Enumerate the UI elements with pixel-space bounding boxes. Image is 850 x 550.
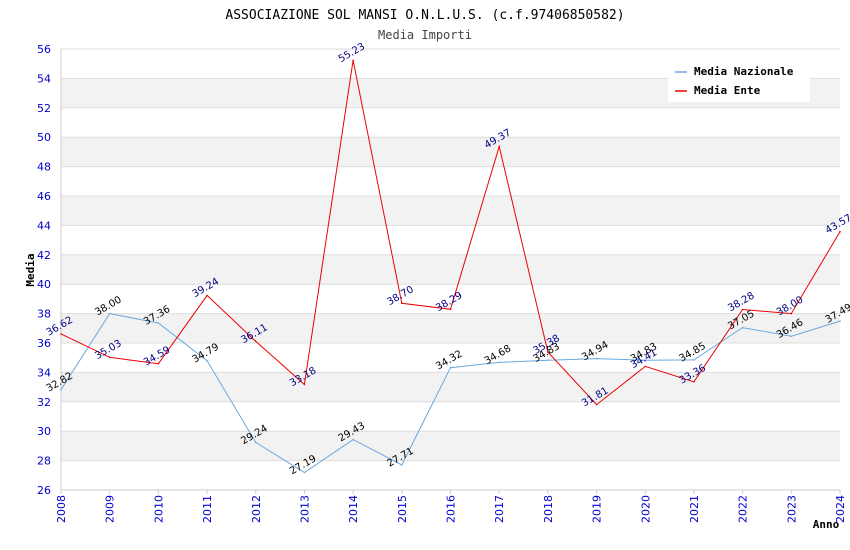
x-tick-label: 2024 xyxy=(834,495,847,523)
data-point xyxy=(693,359,695,361)
grid-lines xyxy=(61,48,840,491)
x-tick-label: 2014 xyxy=(347,495,360,523)
data-point xyxy=(401,302,403,305)
y-axis-ticks: 26 28 30 32 34 36 38 40 42 44 46 48 50 52 54 56 xyxy=(37,43,51,497)
x-tick-label: 2017 xyxy=(493,495,506,523)
x-tick-label: 2013 xyxy=(298,495,311,523)
data-point xyxy=(108,356,111,359)
y-tick-label: 52 xyxy=(37,102,51,115)
x-tick-label: 2020 xyxy=(639,495,652,523)
y-tick-label: 28 xyxy=(37,455,51,468)
y-tick-label: 32 xyxy=(37,396,51,409)
data-point xyxy=(741,308,744,311)
data-point xyxy=(839,230,841,233)
data-point xyxy=(352,59,354,62)
data-point xyxy=(547,351,549,353)
y-tick-label: 46 xyxy=(37,190,51,203)
x-tick-label: 2018 xyxy=(542,495,555,523)
data-point xyxy=(595,403,598,406)
data-point xyxy=(790,312,793,315)
legend-label-media-nazionale: Media Nazionale xyxy=(694,65,794,78)
x-tick-label: 2015 xyxy=(396,495,409,523)
x-tick-label: 2016 xyxy=(445,495,458,523)
grid-band xyxy=(61,166,840,196)
legend: Media Nazionale Media Ente xyxy=(668,60,810,102)
x-tick-label: 2010 xyxy=(152,495,165,523)
x-tick-label: 2021 xyxy=(688,495,701,523)
data-point xyxy=(157,362,160,365)
data-point xyxy=(644,359,647,361)
data-point xyxy=(547,359,549,361)
grid-band xyxy=(61,196,840,226)
grid-band xyxy=(61,431,840,461)
data-point xyxy=(790,335,793,338)
grid-band xyxy=(61,137,840,167)
y-tick-label: 48 xyxy=(37,161,51,174)
data-point xyxy=(449,366,452,369)
data-point xyxy=(644,365,647,368)
x-tick-label: 2022 xyxy=(737,495,750,523)
x-tick-label: 2019 xyxy=(591,495,604,523)
data-point xyxy=(303,383,306,386)
y-tick-label: 44 xyxy=(37,219,51,232)
data-point xyxy=(401,464,403,466)
chart-subtitle: Media Importi xyxy=(378,28,472,42)
x-tick-label: 2011 xyxy=(201,495,214,523)
data-point xyxy=(498,145,500,148)
y-axis-label: Media xyxy=(24,253,37,286)
data-point xyxy=(595,357,598,360)
data-point xyxy=(254,441,257,444)
data-point xyxy=(254,340,257,343)
legend-label-media-ente: Media Ente xyxy=(694,84,761,97)
grid-band xyxy=(61,254,840,285)
data-point xyxy=(449,308,452,311)
x-tick-label: 2012 xyxy=(250,495,263,523)
data-point xyxy=(157,322,160,324)
x-axis-ticks: 2008 2009 2010 2011 2012 2013 2014 2015 2016 2017… xyxy=(55,490,847,523)
series-lines xyxy=(60,59,841,474)
y-tick-label: 54 xyxy=(37,72,51,85)
grid-band xyxy=(61,460,840,490)
data-point xyxy=(206,294,208,297)
y-tick-label: 56 xyxy=(37,43,51,56)
data-point xyxy=(60,333,62,335)
legend-box xyxy=(668,60,810,102)
grid-band xyxy=(61,401,840,432)
grid-bands xyxy=(61,49,840,490)
x-tick-label: 2009 xyxy=(104,495,117,523)
y-tick-label: 50 xyxy=(37,131,51,144)
y-tick-label: 34 xyxy=(37,366,51,379)
y-tick-label: 26 xyxy=(37,484,51,497)
data-point xyxy=(352,438,354,441)
data-point xyxy=(303,471,306,474)
grid-band xyxy=(61,372,840,402)
x-tick-label: 2008 xyxy=(55,495,68,523)
y-tick-label: 38 xyxy=(37,308,51,321)
data-point xyxy=(839,320,841,322)
data-point xyxy=(60,388,62,391)
grid-band xyxy=(61,107,840,138)
data-point xyxy=(206,359,208,362)
chart-title: ASSOCIAZIONE SOL MANSI O.N.L.U.S. (c.f.9… xyxy=(225,8,624,23)
x-axis-label: Anno xyxy=(813,518,840,531)
y-tick-label: 42 xyxy=(37,249,51,262)
data-point xyxy=(498,361,500,364)
y-tick-label: 30 xyxy=(37,425,51,438)
y-tick-label: 40 xyxy=(37,278,51,291)
grid-band xyxy=(61,225,840,255)
y-tick-label: 36 xyxy=(37,337,51,350)
data-point xyxy=(693,381,695,383)
data-point xyxy=(108,312,111,315)
x-tick-label: 2023 xyxy=(785,495,798,523)
data-point xyxy=(741,326,744,329)
